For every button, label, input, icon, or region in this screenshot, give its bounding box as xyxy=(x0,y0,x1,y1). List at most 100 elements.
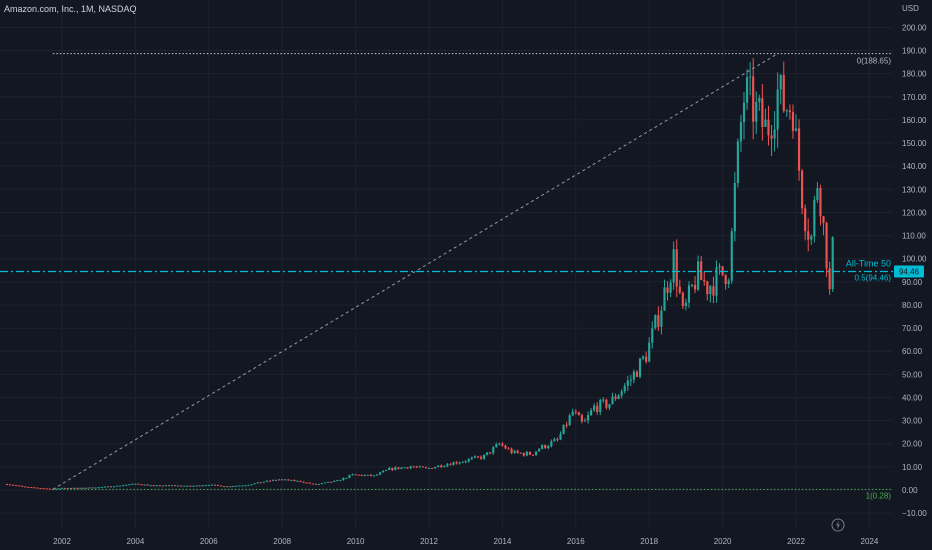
candle-body xyxy=(91,487,94,489)
candle-body xyxy=(712,286,715,296)
candle-body xyxy=(813,199,816,237)
y-tick-label: 120.00 xyxy=(902,208,927,217)
candle-body xyxy=(510,448,513,454)
candle-body xyxy=(501,443,504,446)
candle-body xyxy=(489,452,492,454)
candle-body xyxy=(724,274,727,284)
candle-body xyxy=(48,488,51,490)
candle-body xyxy=(654,314,657,329)
candle-body xyxy=(115,485,119,487)
candle-body xyxy=(152,485,155,487)
candle-body xyxy=(571,411,574,416)
candle-body xyxy=(103,486,106,488)
candle-body xyxy=(583,420,587,422)
candle-body xyxy=(617,395,620,399)
candle-body xyxy=(54,488,57,490)
candle-body xyxy=(550,441,553,447)
candle-body xyxy=(804,208,807,232)
candle-body xyxy=(773,129,776,139)
x-tick-label: 2006 xyxy=(200,537,218,546)
y-axis-unit: USD xyxy=(902,4,919,13)
candle-body xyxy=(749,76,752,78)
candle-body xyxy=(470,457,473,460)
candle-body xyxy=(250,484,253,486)
candle-body xyxy=(596,405,599,413)
candle-body xyxy=(556,439,559,441)
candle-body xyxy=(577,412,580,416)
candle-body xyxy=(767,119,770,136)
candle-body xyxy=(519,452,522,454)
candle-body xyxy=(122,485,125,487)
candle-body xyxy=(342,477,345,481)
candle-body xyxy=(788,110,791,113)
candle-body xyxy=(5,483,9,485)
candle-body xyxy=(586,415,590,421)
x-tick-label: 2004 xyxy=(127,537,145,546)
candle-body xyxy=(131,483,134,485)
candle-body xyxy=(219,485,223,487)
candle-body xyxy=(128,484,131,486)
candle-body xyxy=(782,75,785,112)
candle-body xyxy=(761,98,764,127)
candle-body xyxy=(504,445,507,449)
candle-body xyxy=(651,328,654,343)
candle-body xyxy=(21,485,24,487)
candle-body xyxy=(397,467,400,469)
candle-body xyxy=(629,379,632,381)
candle-body xyxy=(167,485,171,487)
candle-body xyxy=(449,464,452,466)
candle-body xyxy=(60,487,64,489)
lightning-icon[interactable] xyxy=(831,518,845,532)
candle-body xyxy=(825,222,828,269)
candle-body xyxy=(24,486,27,488)
y-tick-label: 40.00 xyxy=(902,393,923,402)
candle-body xyxy=(797,128,801,171)
candle-body xyxy=(146,484,149,486)
candle-body xyxy=(186,485,189,487)
candle-body xyxy=(158,485,161,487)
y-tick-label: 60.00 xyxy=(902,347,923,356)
candle-body xyxy=(492,447,495,454)
candle-body xyxy=(418,466,421,468)
candle-body xyxy=(534,451,538,455)
candle-body xyxy=(733,182,736,232)
candle-body xyxy=(57,488,61,490)
candle-body xyxy=(467,459,470,462)
candle-body xyxy=(388,467,391,470)
candle-body xyxy=(547,446,550,449)
candle-body xyxy=(268,480,272,482)
candle-body xyxy=(482,454,486,459)
x-tick-label: 2018 xyxy=(640,537,658,546)
candle-body xyxy=(232,486,235,488)
candle-body xyxy=(369,474,372,476)
y-tick-label: 90.00 xyxy=(902,278,923,287)
candle-body xyxy=(339,480,342,482)
y-tick-label: 50.00 xyxy=(902,370,923,379)
candle-body xyxy=(687,285,691,303)
y-tick-label: 130.00 xyxy=(902,185,927,194)
candle-body xyxy=(693,284,697,290)
candle-body xyxy=(198,485,201,487)
candle-body xyxy=(281,479,284,481)
candle-body xyxy=(721,266,724,275)
candle-body xyxy=(311,483,314,485)
candle-body xyxy=(498,443,501,445)
candle-body xyxy=(562,424,565,435)
all-time-label: All-Time 50 xyxy=(846,259,891,269)
candle-body xyxy=(27,486,30,488)
candle-body xyxy=(427,467,431,469)
candle-body xyxy=(412,466,415,468)
candle-body xyxy=(409,466,412,469)
candle-body xyxy=(400,467,403,469)
candle-body xyxy=(516,450,519,453)
candle-body xyxy=(241,485,244,487)
candle-body xyxy=(320,483,324,485)
candle-body xyxy=(112,486,116,488)
candle-body xyxy=(30,487,33,489)
candle-body xyxy=(238,485,241,487)
candle-body xyxy=(357,474,360,476)
candle-body xyxy=(479,456,483,459)
fib-level-0-label: 0(188.65) xyxy=(857,57,892,66)
